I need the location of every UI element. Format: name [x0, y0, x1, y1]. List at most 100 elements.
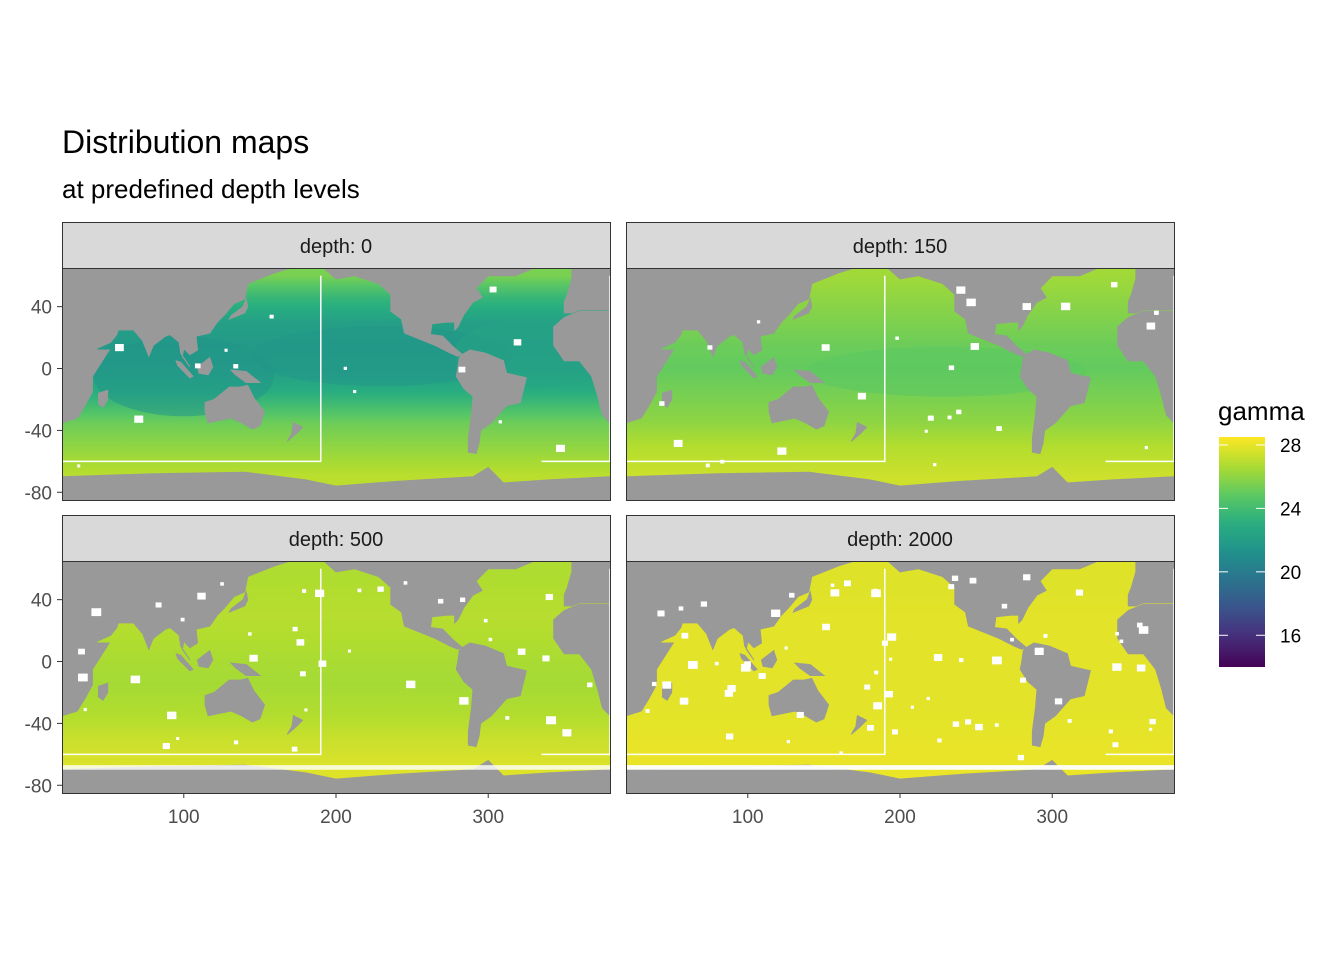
land-antarctica: [62, 466, 610, 500]
missing-data-cell: [830, 589, 840, 597]
facet-map-area: [62, 561, 610, 793]
missing-data-cell: [505, 716, 510, 720]
missing-data-cell: [681, 632, 689, 639]
missing-data-cell: [1023, 574, 1031, 581]
missing-data-cell: [947, 415, 952, 420]
missing-data-cell: [952, 721, 960, 727]
legend-colorbar: [1219, 437, 1265, 667]
missing-data-cell: [727, 685, 736, 692]
ocean-patch: [805, 346, 1086, 397]
missing-data-cell: [830, 583, 835, 587]
missing-data-cell: [1136, 664, 1146, 672]
land-borneo: [196, 356, 214, 376]
x-tick-label: 300: [472, 807, 504, 828]
y-tick-label: 0: [41, 360, 52, 381]
land-japan: [792, 297, 813, 320]
missing-data-cell: [991, 656, 1002, 665]
facet-panel-depth-0: depth: 0 40 0 -40 -80: [25, 222, 611, 504]
legend-label: 16: [1280, 626, 1301, 647]
land-north-america: [323, 268, 489, 357]
missing-data-cell: [926, 696, 930, 701]
missing-data-cell: [1022, 303, 1031, 311]
legend-title: gamma: [1218, 396, 1305, 426]
missing-data-band: [62, 765, 610, 770]
x-tick-label: 300: [1036, 807, 1068, 828]
missing-data-cell: [197, 592, 206, 600]
missing-data-cell: [958, 658, 964, 663]
legend-label: 24: [1280, 499, 1302, 520]
legend: gamma 28 24 20 16: [1218, 396, 1305, 667]
land-japan: [792, 590, 813, 613]
land-south-america: [455, 349, 527, 455]
missing-data-cell: [873, 702, 883, 710]
land-south-america: [1019, 642, 1091, 748]
section-box-2: [541, 275, 610, 463]
missing-data-cell: [1144, 446, 1148, 450]
missing-data-cell: [517, 648, 526, 655]
land-africa-east-wrap: [553, 310, 610, 424]
panel-border: [62, 268, 611, 501]
section-box-1: [62, 275, 322, 463]
missing-data-cell: [933, 463, 937, 467]
missing-data-cell: [1060, 302, 1071, 311]
land-north-america: [887, 268, 1053, 357]
legend-label: 20: [1280, 563, 1301, 584]
missing-data-cell: [406, 680, 416, 689]
facet-panel-depth-500: depth: 500 40 0 -40 -80 100 200 300: [25, 515, 611, 828]
land-north-america: [887, 561, 1053, 650]
land-japan: [228, 297, 249, 320]
missing-data-cell: [1067, 719, 1072, 723]
missing-data-cell: [744, 661, 751, 667]
missing-data-cell: [1111, 281, 1118, 288]
section-box-1: [62, 568, 322, 756]
land-greenland: [487, 561, 535, 570]
land-africa-east-wrap: [1117, 603, 1174, 717]
land-south-america: [1019, 349, 1091, 455]
missing-data-cell: [83, 708, 87, 712]
missing-data-cell: [194, 363, 201, 369]
legend-label: 28: [1280, 436, 1301, 457]
missing-data-cell: [357, 588, 362, 593]
missing-data-cell: [885, 690, 893, 698]
missing-data-cell: [726, 733, 734, 740]
facet-map-area: [626, 268, 1174, 500]
land-africa-east-wrap: [553, 603, 610, 717]
missing-data-cell: [673, 439, 683, 448]
land-japan: [228, 590, 249, 613]
missing-data-cell: [1112, 742, 1119, 748]
facet-strip-label: depth: 500: [289, 529, 384, 551]
missing-data-cell: [318, 660, 327, 667]
missing-data-cell: [377, 586, 384, 592]
missing-data-cell: [1010, 637, 1014, 642]
land-madagascar: [98, 389, 109, 408]
missing-data-cell: [1137, 622, 1143, 628]
x-tick-label: 100: [732, 807, 764, 828]
missing-data-cell: [758, 673, 766, 679]
missing-data-cell: [662, 681, 672, 689]
missing-data-cell: [347, 649, 351, 653]
y-tick-label: 0: [41, 653, 52, 674]
missing-data-cell: [867, 724, 874, 731]
missing-data-cell: [180, 617, 185, 622]
missing-data-cell: [1146, 322, 1156, 330]
missing-data-cell: [724, 689, 734, 697]
missing-data-cell: [1020, 677, 1026, 683]
missing-data-cell: [1138, 626, 1149, 634]
missing-data-cell: [459, 697, 469, 705]
missing-data-cell: [659, 401, 665, 406]
land-new-guinea: [793, 662, 826, 676]
missing-data-cell: [970, 343, 980, 350]
y-tick-label: -40: [25, 421, 52, 442]
missing-data-cell: [887, 633, 897, 641]
facet-strip-label: depth: 0: [300, 236, 372, 258]
missing-data-cell: [1043, 634, 1048, 638]
missing-data-cell: [1149, 727, 1153, 731]
missing-data-cell: [966, 298, 976, 307]
missing-data-cell: [892, 729, 898, 735]
missing-data-cell: [176, 737, 180, 741]
land-north-america: [323, 561, 489, 650]
land-asia: [62, 268, 307, 368]
missing-data-cell: [924, 429, 928, 433]
missing-data-cell: [353, 389, 357, 394]
